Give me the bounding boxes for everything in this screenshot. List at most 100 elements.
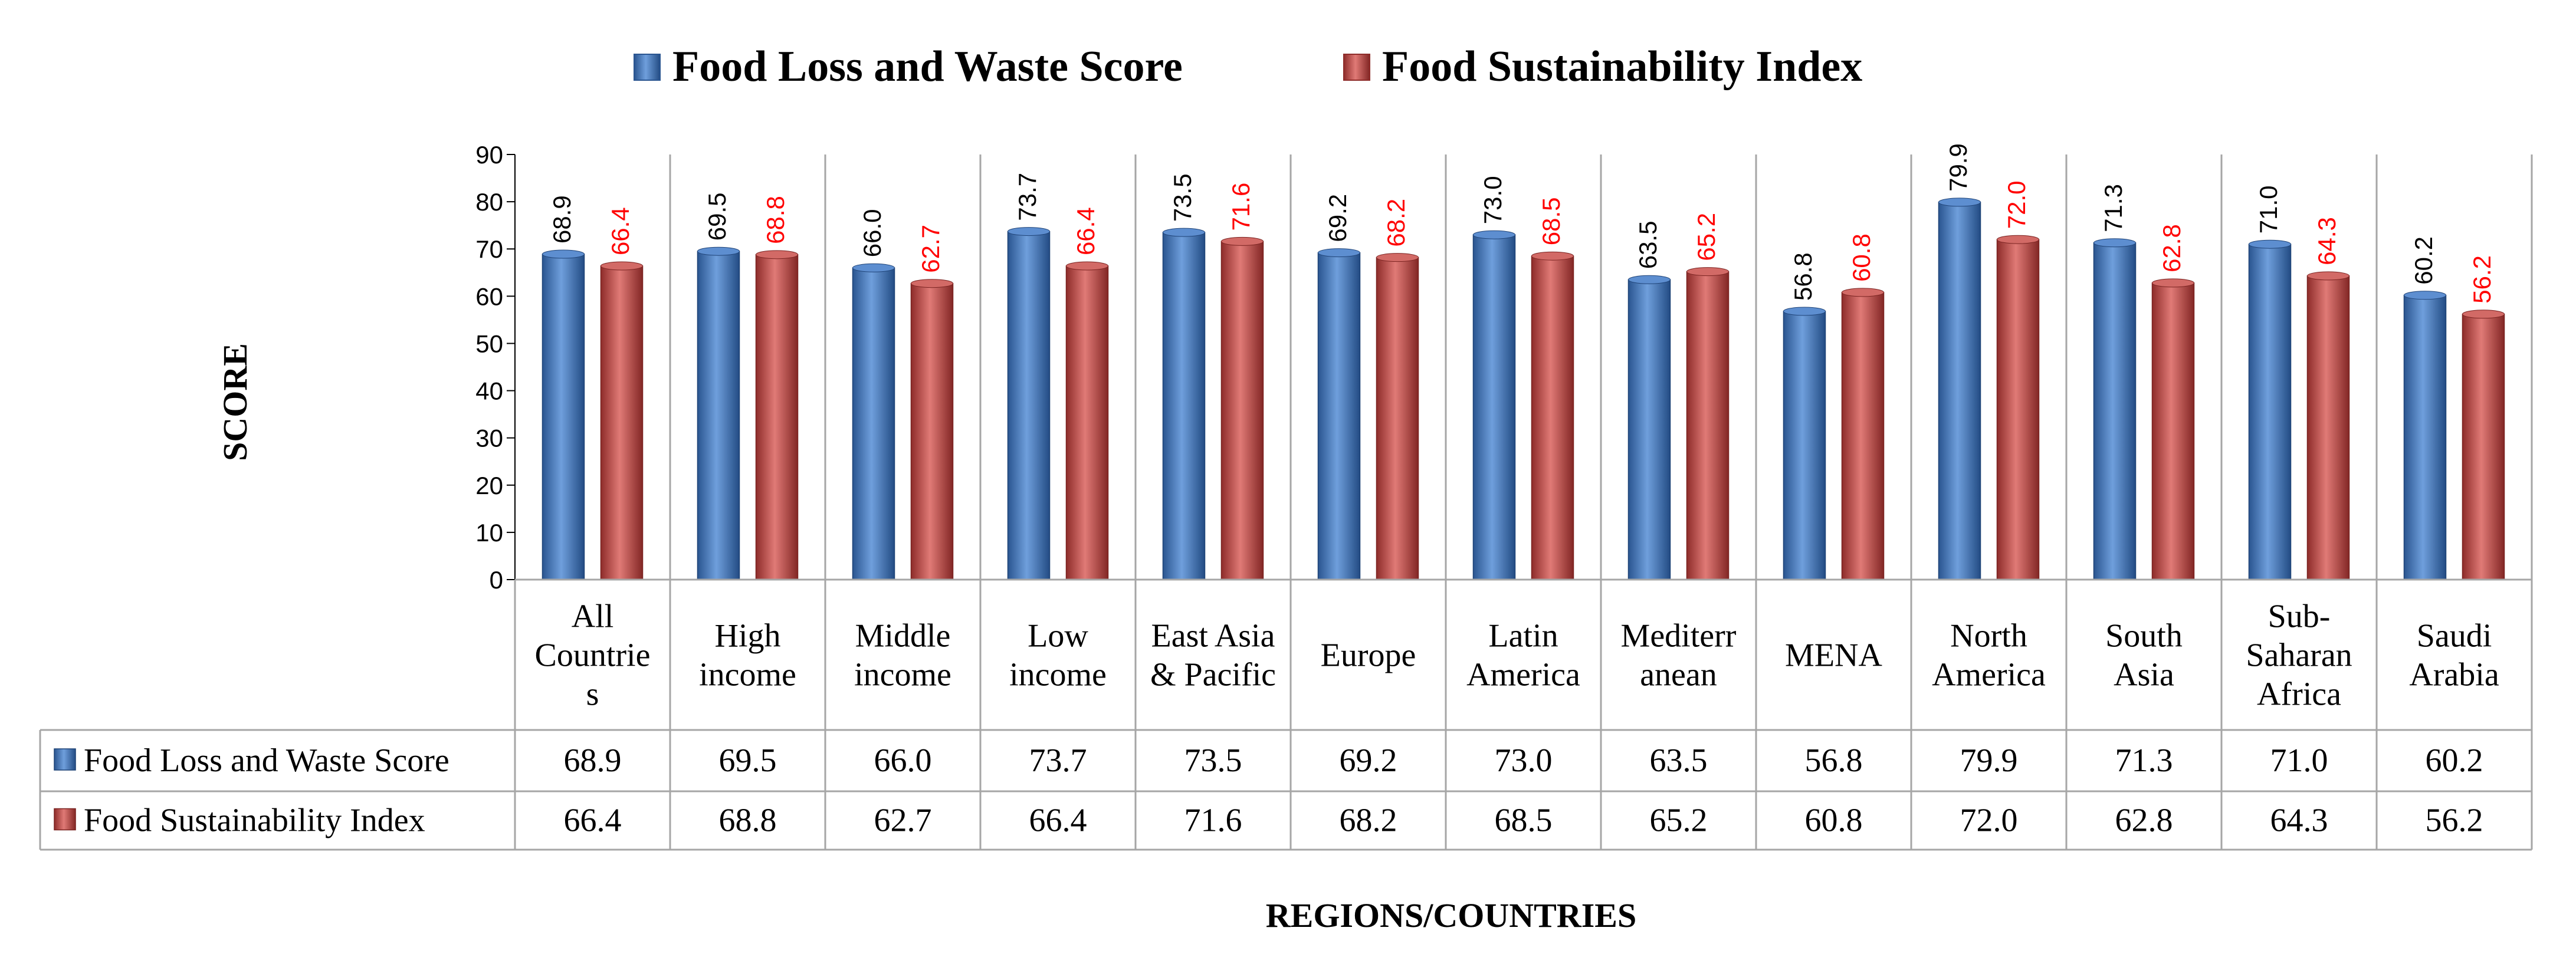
y-tick-label: 70 bbox=[475, 235, 503, 263]
category-label-12-line-1: Arabia bbox=[2409, 657, 2499, 693]
bar-series-0-cat-0 bbox=[542, 254, 585, 580]
table-cell-series-1-cat-11: 64.3 bbox=[2270, 802, 2328, 839]
y-tick-label: 40 bbox=[475, 377, 503, 405]
value-label-series-1-cat-9: 72.0 bbox=[2003, 180, 2030, 229]
table-cell-series-0-cat-5: 69.2 bbox=[1340, 742, 1397, 779]
category-label-8-line-0: MENA bbox=[1785, 637, 1882, 674]
bar-series-0-cat-3 bbox=[1007, 231, 1051, 580]
bar-series-1-cat-10 bbox=[2151, 282, 2195, 580]
bars bbox=[542, 198, 2505, 580]
value-label-series-1-cat-12: 56.2 bbox=[2468, 255, 2496, 304]
table-cell-series-0-cat-2: 66.0 bbox=[874, 742, 932, 779]
table-cell-series-1-cat-2: 62.7 bbox=[874, 802, 932, 839]
category-label-6-line-1: America bbox=[1466, 657, 1580, 693]
bar-cap-series-0-cat-12 bbox=[2404, 291, 2446, 300]
bar-cap-series-0-cat-11 bbox=[2249, 239, 2291, 249]
bar-cap-series-0-cat-6 bbox=[1473, 230, 1515, 239]
table-cell-series-0-cat-1: 69.5 bbox=[719, 742, 777, 779]
category-label-10-line-1: Asia bbox=[2114, 657, 2174, 693]
bar-series-1-cat-3 bbox=[1065, 265, 1109, 580]
category-label-2-line-0: Middle bbox=[855, 618, 951, 654]
category-label-7-line-1: anean bbox=[1640, 657, 1717, 693]
legend-label-series-1: Food Sustainability Index bbox=[1382, 42, 1862, 91]
category-label-0-line-1: Countrie bbox=[535, 637, 651, 674]
table-cell-series-1-cat-5: 68.2 bbox=[1340, 802, 1397, 839]
data-table: Food Loss and Waste Score 68.9 69.5 66.0 73.… bbox=[54, 742, 2483, 839]
table-cell-series-0-cat-4: 73.5 bbox=[1184, 742, 1242, 779]
table-cell-series-1-cat-12: 56.2 bbox=[2426, 802, 2483, 839]
value-label-series-0-cat-11: 71.0 bbox=[2255, 185, 2282, 233]
table-cell-series-1-cat-8: 60.8 bbox=[1805, 802, 1863, 839]
value-label-series-1-cat-7: 65.2 bbox=[1692, 213, 1720, 261]
category-labels: AllCountriesHighincomeMiddleincomeLowinc… bbox=[535, 598, 2499, 713]
y-tick-label: 30 bbox=[475, 425, 503, 452]
bar-series-0-cat-12 bbox=[2403, 294, 2447, 580]
bar-series-1-cat-2 bbox=[910, 282, 954, 580]
bar-series-1-cat-6 bbox=[1531, 255, 1574, 580]
table-cell-series-0-cat-12: 60.2 bbox=[2426, 742, 2483, 779]
category-label-2-line-1: income bbox=[854, 657, 951, 693]
value-label-series-0-cat-7: 63.5 bbox=[1634, 221, 1662, 269]
bar-cap-series-1-cat-7 bbox=[1686, 267, 1729, 277]
category-label-1-line-0: High bbox=[715, 618, 781, 654]
category-label-10-line-0: South bbox=[2105, 618, 2183, 654]
legend-swatch-series-1 bbox=[1343, 54, 1370, 81]
bar-cap-series-1-cat-9 bbox=[1997, 235, 2039, 244]
bar-cap-series-0-cat-1 bbox=[697, 246, 740, 256]
value-label-series-1-cat-1: 68.8 bbox=[762, 196, 789, 244]
value-labels: 68.9 66.4 69.5 68.8 66.0 62.7 73.7 66.4 73.5 71.6… bbox=[548, 143, 2496, 304]
table-cell-series-0-cat-0: 68.9 bbox=[564, 742, 622, 779]
category-label-6-line-0: Latin bbox=[1488, 618, 1558, 654]
bar-cap-series-0-cat-4 bbox=[1163, 228, 1205, 237]
value-label-series-1-cat-8: 60.8 bbox=[1847, 233, 1875, 282]
bar-cap-series-0-cat-3 bbox=[1008, 227, 1050, 236]
y-tick-label: 20 bbox=[475, 472, 503, 499]
bar-series-1-cat-7 bbox=[1686, 271, 1730, 580]
bar-cap-series-1-cat-1 bbox=[756, 250, 798, 259]
y-tick-label: 80 bbox=[475, 188, 503, 216]
table-cell-series-0-cat-8: 56.8 bbox=[1805, 742, 1863, 779]
bar-cap-series-0-cat-0 bbox=[542, 249, 585, 259]
y-axis-title: SCORE bbox=[216, 343, 254, 461]
category-label-11-line-0: Sub- bbox=[2268, 598, 2331, 635]
table-cell-series-0-cat-6: 73.0 bbox=[1495, 742, 1553, 779]
bar-series-0-cat-8 bbox=[1783, 311, 1826, 580]
value-label-series-0-cat-3: 73.7 bbox=[1013, 173, 1041, 221]
table-cell-series-1-cat-3: 66.4 bbox=[1029, 802, 1087, 839]
bar-series-0-cat-5 bbox=[1317, 252, 1361, 580]
value-label-series-0-cat-12: 60.2 bbox=[2410, 236, 2437, 285]
bar-cap-series-1-cat-5 bbox=[1376, 253, 1419, 262]
table-cell-series-0-cat-9: 79.9 bbox=[1960, 742, 2018, 779]
bar-cap-series-0-cat-9 bbox=[1938, 198, 1981, 207]
x-axis-title: REGIONS/COUNTRIES bbox=[1266, 896, 1636, 935]
category-label-9-line-1: America bbox=[1932, 657, 2046, 693]
value-label-series-1-cat-2: 62.7 bbox=[917, 225, 944, 273]
bar-series-1-cat-8 bbox=[1841, 292, 1885, 580]
table-cell-series-1-cat-0: 66.4 bbox=[564, 802, 622, 839]
table-grid bbox=[39, 154, 2533, 851]
value-label-series-0-cat-2: 66.0 bbox=[858, 209, 886, 258]
bar-cap-series-1-cat-8 bbox=[1842, 288, 1884, 297]
legend-swatch-series-0 bbox=[634, 54, 661, 81]
bar-series-1-cat-1 bbox=[755, 254, 799, 580]
value-label-series-0-cat-8: 56.8 bbox=[1789, 252, 1817, 301]
table-cell-series-0-cat-3: 73.7 bbox=[1029, 742, 1087, 779]
category-label-5-line-0: Europe bbox=[1321, 637, 1416, 674]
table-swatch-series-1 bbox=[54, 808, 76, 831]
y-tick-label: 50 bbox=[475, 330, 503, 357]
value-label-series-1-cat-5: 68.2 bbox=[1382, 199, 1410, 247]
category-label-1-line-1: income bbox=[699, 657, 796, 693]
y-tick-label: 0 bbox=[490, 566, 503, 594]
legend: Food Loss and Waste Score Food Sustainab… bbox=[634, 42, 1862, 91]
bar-series-0-cat-1 bbox=[697, 251, 740, 580]
category-label-3-line-1: income bbox=[1009, 657, 1107, 693]
value-label-series-0-cat-4: 73.5 bbox=[1169, 173, 1196, 222]
category-label-4-line-0: East Asia bbox=[1151, 618, 1275, 654]
value-label-series-0-cat-5: 69.2 bbox=[1324, 194, 1351, 242]
bar-series-1-cat-5 bbox=[1376, 256, 1419, 580]
category-label-12-line-0: Saudi bbox=[2417, 618, 2492, 654]
value-label-series-0-cat-9: 79.9 bbox=[1944, 143, 1972, 192]
y-axis: 0 10 20 30 40 50 60 70 80 90 bbox=[475, 141, 516, 594]
bar-cap-series-1-cat-2 bbox=[911, 279, 953, 288]
category-label-3-line-0: Low bbox=[1028, 618, 1088, 654]
